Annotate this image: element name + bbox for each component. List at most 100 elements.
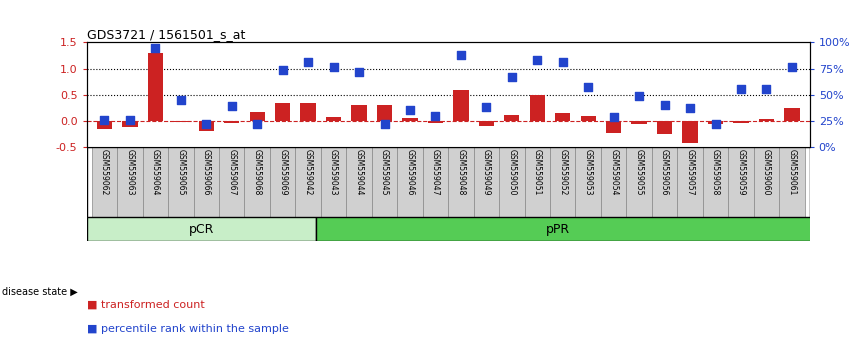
Point bbox=[378, 121, 391, 127]
Text: GSM559043: GSM559043 bbox=[329, 149, 338, 195]
Text: GSM559052: GSM559052 bbox=[559, 149, 567, 195]
Bar bbox=[580, 116, 596, 121]
Point bbox=[250, 121, 264, 127]
Text: GSM559047: GSM559047 bbox=[431, 149, 440, 195]
Text: GSM559067: GSM559067 bbox=[227, 149, 236, 195]
Text: GSM559050: GSM559050 bbox=[507, 149, 516, 195]
Bar bbox=[734, 121, 748, 123]
Point bbox=[734, 86, 748, 91]
Bar bbox=[352, 105, 366, 121]
Point bbox=[429, 114, 443, 119]
Point bbox=[505, 74, 519, 79]
Point bbox=[123, 117, 137, 123]
Bar bbox=[555, 113, 571, 121]
Bar bbox=[372, 147, 397, 217]
Point bbox=[530, 57, 544, 63]
Bar bbox=[728, 147, 753, 217]
Point bbox=[225, 104, 239, 109]
Bar bbox=[474, 147, 499, 217]
Bar bbox=[168, 147, 193, 217]
Point bbox=[275, 67, 289, 73]
Bar bbox=[479, 121, 494, 126]
Bar bbox=[219, 147, 244, 217]
Bar bbox=[320, 147, 346, 217]
Text: GSM559055: GSM559055 bbox=[635, 149, 643, 195]
Text: GSM559059: GSM559059 bbox=[736, 149, 746, 195]
Text: GSM559065: GSM559065 bbox=[177, 149, 185, 195]
Bar bbox=[270, 147, 295, 217]
Bar bbox=[316, 217, 818, 241]
Text: pCR: pCR bbox=[189, 223, 214, 235]
Point bbox=[301, 59, 315, 65]
Bar bbox=[173, 121, 189, 122]
Point bbox=[480, 104, 494, 110]
Bar bbox=[601, 147, 626, 217]
Bar bbox=[449, 147, 474, 217]
Bar bbox=[244, 147, 270, 217]
Point bbox=[98, 117, 112, 123]
Bar bbox=[92, 147, 117, 217]
Point bbox=[632, 93, 646, 99]
Bar bbox=[301, 103, 316, 121]
Bar bbox=[122, 121, 138, 127]
Point bbox=[199, 121, 213, 127]
Point bbox=[683, 105, 697, 110]
Point bbox=[326, 64, 340, 69]
Text: GSM559054: GSM559054 bbox=[609, 149, 618, 195]
Text: GSM559051: GSM559051 bbox=[533, 149, 542, 195]
Text: GSM559042: GSM559042 bbox=[304, 149, 313, 195]
Point bbox=[607, 114, 621, 120]
Bar bbox=[525, 147, 550, 217]
Bar bbox=[143, 147, 168, 217]
Bar bbox=[428, 121, 443, 123]
Bar bbox=[677, 147, 703, 217]
Text: GSM559049: GSM559049 bbox=[481, 149, 491, 195]
Point bbox=[148, 45, 162, 51]
Text: GSM559056: GSM559056 bbox=[660, 149, 669, 195]
Point bbox=[174, 97, 188, 103]
Text: GDS3721 / 1561501_s_at: GDS3721 / 1561501_s_at bbox=[87, 28, 245, 41]
Point bbox=[785, 64, 798, 69]
Bar bbox=[87, 217, 316, 241]
Text: GSM559064: GSM559064 bbox=[151, 149, 160, 195]
Text: disease state ▶: disease state ▶ bbox=[2, 287, 77, 297]
Point bbox=[657, 102, 671, 108]
Text: GSM559069: GSM559069 bbox=[278, 149, 288, 195]
Text: GSM559058: GSM559058 bbox=[711, 149, 720, 195]
Text: GSM559046: GSM559046 bbox=[405, 149, 415, 195]
Point bbox=[352, 69, 366, 75]
Bar bbox=[703, 147, 728, 217]
Point bbox=[556, 59, 570, 65]
Bar bbox=[224, 121, 239, 123]
Bar bbox=[117, 147, 143, 217]
Text: GSM559068: GSM559068 bbox=[253, 149, 262, 195]
Text: pPR: pPR bbox=[546, 223, 570, 235]
Bar bbox=[249, 112, 265, 121]
Bar bbox=[631, 121, 647, 124]
Text: ■ percentile rank within the sample: ■ percentile rank within the sample bbox=[87, 324, 288, 334]
Bar bbox=[708, 121, 723, 124]
Bar bbox=[453, 90, 469, 121]
Bar bbox=[403, 118, 417, 121]
Bar bbox=[606, 121, 621, 133]
Text: GSM559053: GSM559053 bbox=[584, 149, 592, 195]
Bar bbox=[753, 147, 779, 217]
Bar bbox=[576, 147, 601, 217]
Bar bbox=[530, 95, 545, 121]
Bar bbox=[397, 147, 423, 217]
Point bbox=[403, 107, 417, 113]
Point bbox=[454, 52, 468, 57]
Text: GSM559061: GSM559061 bbox=[787, 149, 797, 195]
Bar bbox=[193, 147, 219, 217]
Bar bbox=[148, 53, 163, 121]
Text: GSM559057: GSM559057 bbox=[686, 149, 695, 195]
Bar bbox=[326, 117, 341, 121]
Text: GSM559060: GSM559060 bbox=[762, 149, 771, 195]
Bar bbox=[626, 147, 652, 217]
Point bbox=[759, 86, 773, 91]
Bar bbox=[657, 121, 672, 134]
Bar bbox=[504, 115, 520, 121]
Bar bbox=[97, 121, 112, 129]
Bar bbox=[198, 121, 214, 131]
Bar bbox=[499, 147, 525, 217]
